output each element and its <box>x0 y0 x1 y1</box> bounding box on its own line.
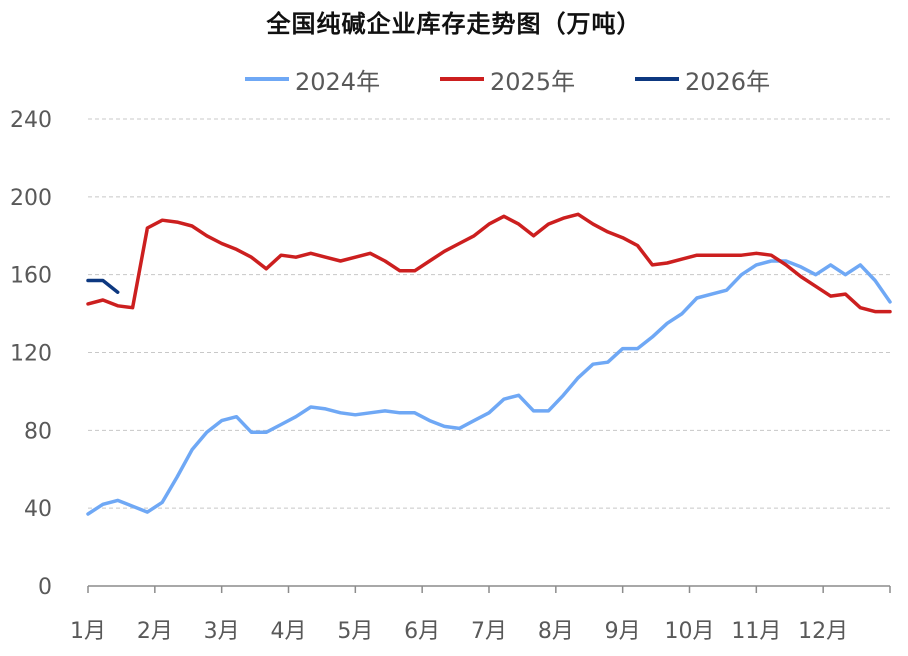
y-tick-label: 200 <box>10 186 52 211</box>
gridlines <box>88 118 890 509</box>
legend-swatch-2026 <box>635 77 679 81</box>
x-tick-label: 8月 <box>538 619 574 644</box>
x-tick-label: 4月 <box>271 619 307 644</box>
y-tick-label: 40 <box>24 497 52 522</box>
series-line-2024 <box>86 259 892 516</box>
legend-swatch-2025 <box>440 77 484 81</box>
x-tick-label: 9月 <box>605 619 641 644</box>
series-line-2026 <box>86 278 120 294</box>
x-tick-label: 3月 <box>204 619 240 644</box>
y-axis-tick-labels: 0 40 80 120 160 200 240 <box>10 108 52 600</box>
legend-item-2024: 2024年 <box>245 62 380 96</box>
x-tick-label: 1月 <box>70 619 106 644</box>
chart-title: 全国纯碱企业库存走势图（万吨） <box>266 10 642 38</box>
x-tick-label: 10月 <box>665 619 715 644</box>
x-tick-label: 11月 <box>731 619 781 644</box>
legend-item-2026: 2026年 <box>635 62 770 96</box>
x-tick-label: 5月 <box>337 619 373 644</box>
y-tick-label: 160 <box>10 264 52 289</box>
y-tick-label: 120 <box>10 342 52 367</box>
y-tick-label: 240 <box>10 108 52 133</box>
legend: 2024年 2025年 2026年 <box>0 62 908 96</box>
x-tick-label: 7月 <box>471 619 507 644</box>
y-tick-label: 80 <box>24 419 52 444</box>
series-line-2025 <box>86 212 892 314</box>
x-tick-label: 6月 <box>404 619 440 644</box>
x-tick-label: 12月 <box>798 619 848 644</box>
y-tick-label: 0 <box>38 575 52 600</box>
legend-label-2026: 2026年 <box>685 67 771 96</box>
legend-label-2025: 2025年 <box>490 67 576 96</box>
legend-swatch-2024 <box>245 77 289 81</box>
series-lines <box>86 212 892 516</box>
legend-item-2025: 2025年 <box>440 62 575 96</box>
x-axis: 1月 2月 3月 4月 5月 6月 7月 8月 9月 10月 11月 12月 <box>70 585 891 644</box>
x-tick-label: 2月 <box>137 619 173 644</box>
legend-label-2024: 2024年 <box>295 67 381 96</box>
